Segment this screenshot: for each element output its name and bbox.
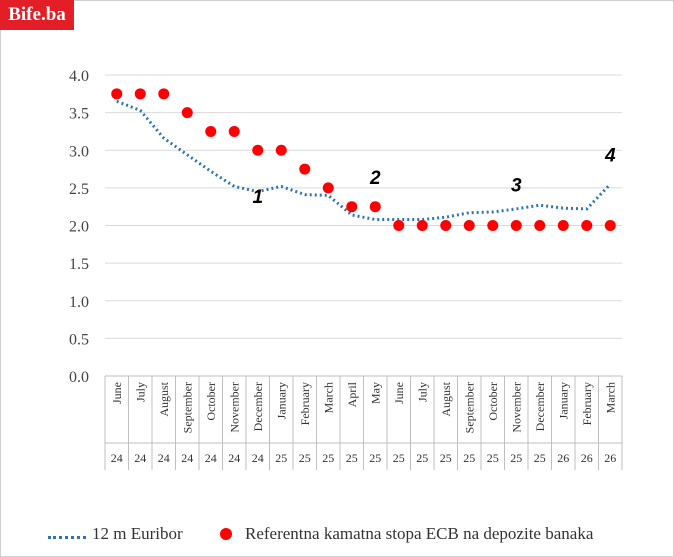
x-year-label: 25 [346, 451, 358, 465]
x-year-label: 25 [440, 451, 452, 465]
annotation-label: 4 [604, 146, 616, 167]
y-tick-label: 0.5 [69, 331, 89, 348]
x-year-label: 26 [604, 451, 616, 465]
legend-euribor-label: 12 m Euribor [92, 524, 183, 543]
annotation-label: 2 [369, 168, 381, 189]
y-tick-label: 2.0 [69, 219, 89, 236]
x-tick-label: July [415, 382, 429, 402]
x-tick-label: October [204, 382, 218, 421]
x-year-label: 24 [228, 451, 240, 465]
legend-ecb-swatch [220, 528, 232, 540]
annotation-label: 1 [252, 187, 263, 208]
x-tick-label: January [274, 382, 288, 419]
x-year-label: 25 [275, 451, 287, 465]
x-tick-label: February [298, 382, 312, 425]
x-tick-label: February [580, 382, 594, 425]
x-tick-label: June [392, 382, 406, 404]
series-ecb-point [205, 125, 217, 137]
x-tick-label: November [227, 382, 241, 433]
series-ecb-point [463, 220, 475, 231]
x-year-label: 24 [252, 451, 264, 465]
x-year-label: 24 [205, 451, 217, 465]
x-year-label: 24 [158, 451, 170, 465]
x-year-label: 25 [416, 451, 428, 465]
legend: 12 m Euribor Referentna kamatna stopa EC… [0, 524, 674, 548]
series-ecb-point [134, 88, 146, 100]
x-year-label: 25 [299, 451, 311, 465]
series-ecb-point [111, 88, 123, 100]
x-tick-label: September [462, 382, 476, 433]
series-ecb-point [228, 125, 240, 137]
x-year-label: 25 [463, 451, 475, 465]
x-tick-label: May [368, 382, 382, 404]
x-tick-label: April [345, 381, 359, 407]
series-ecb-point [534, 220, 546, 231]
series-ecb-point [275, 144, 287, 156]
series-ecb-point [252, 144, 264, 156]
x-year-label: 26 [557, 451, 569, 465]
x-tick-label: March [321, 382, 335, 413]
x-year-label: 25 [369, 451, 381, 465]
series-ecb-point [581, 220, 593, 231]
x-tick-label: August [439, 381, 453, 416]
x-tick-label: June [110, 382, 124, 404]
x-year-label: 25 [534, 451, 546, 465]
annotation-label: 3 [511, 176, 522, 197]
series-ecb-point [299, 163, 311, 175]
x-year-label: 25 [487, 451, 499, 465]
y-tick-label: 1.0 [69, 294, 89, 311]
series-euribor-line [116, 99, 612, 221]
x-year-label: 24 [111, 451, 123, 465]
x-tick-label: December [533, 382, 547, 431]
x-tick-label: August [157, 381, 171, 416]
series-ecb-point [158, 88, 170, 100]
x-tick-label: December [251, 382, 265, 431]
y-tick-label: 0.0 [69, 369, 89, 386]
x-year-label: 26 [581, 451, 593, 465]
x-tick-label: March [603, 382, 617, 413]
series-ecb-point [393, 220, 405, 231]
x-year-label: 25 [510, 451, 522, 465]
x-tick-label: October [486, 382, 500, 421]
series-ecb-point [416, 220, 428, 231]
logo[interactable]: Bife.ba [0, 0, 74, 30]
series-ecb-point [604, 220, 616, 231]
legend-euribor-swatch [48, 536, 86, 539]
y-tick-label: 3.5 [69, 106, 89, 123]
series-ecb-point [322, 182, 334, 194]
series-ecb-point [369, 201, 381, 213]
y-tick-label: 2.5 [69, 181, 89, 198]
x-tick-label: September [180, 382, 194, 433]
y-tick-label: 1.5 [69, 256, 89, 273]
x-tick-label: November [509, 382, 523, 433]
series-ecb-point [440, 220, 452, 231]
x-year-label: 25 [393, 451, 405, 465]
series-ecb-point [557, 220, 569, 231]
series-ecb-point [487, 220, 499, 231]
x-year-label: 24 [134, 451, 146, 465]
legend-ecb-label: Referentna kamatna stopa ECB na depozite… [245, 524, 594, 543]
x-tick-label: July [133, 382, 147, 402]
x-tick-label: January [556, 382, 570, 419]
series-ecb-point [346, 201, 358, 213]
series-ecb-point [181, 107, 193, 119]
x-year-label: 24 [181, 451, 193, 465]
y-tick-label: 3.0 [69, 143, 89, 160]
x-year-label: 25 [322, 451, 334, 465]
y-tick-label: 4.0 [69, 68, 89, 85]
series-ecb-point [510, 220, 522, 231]
